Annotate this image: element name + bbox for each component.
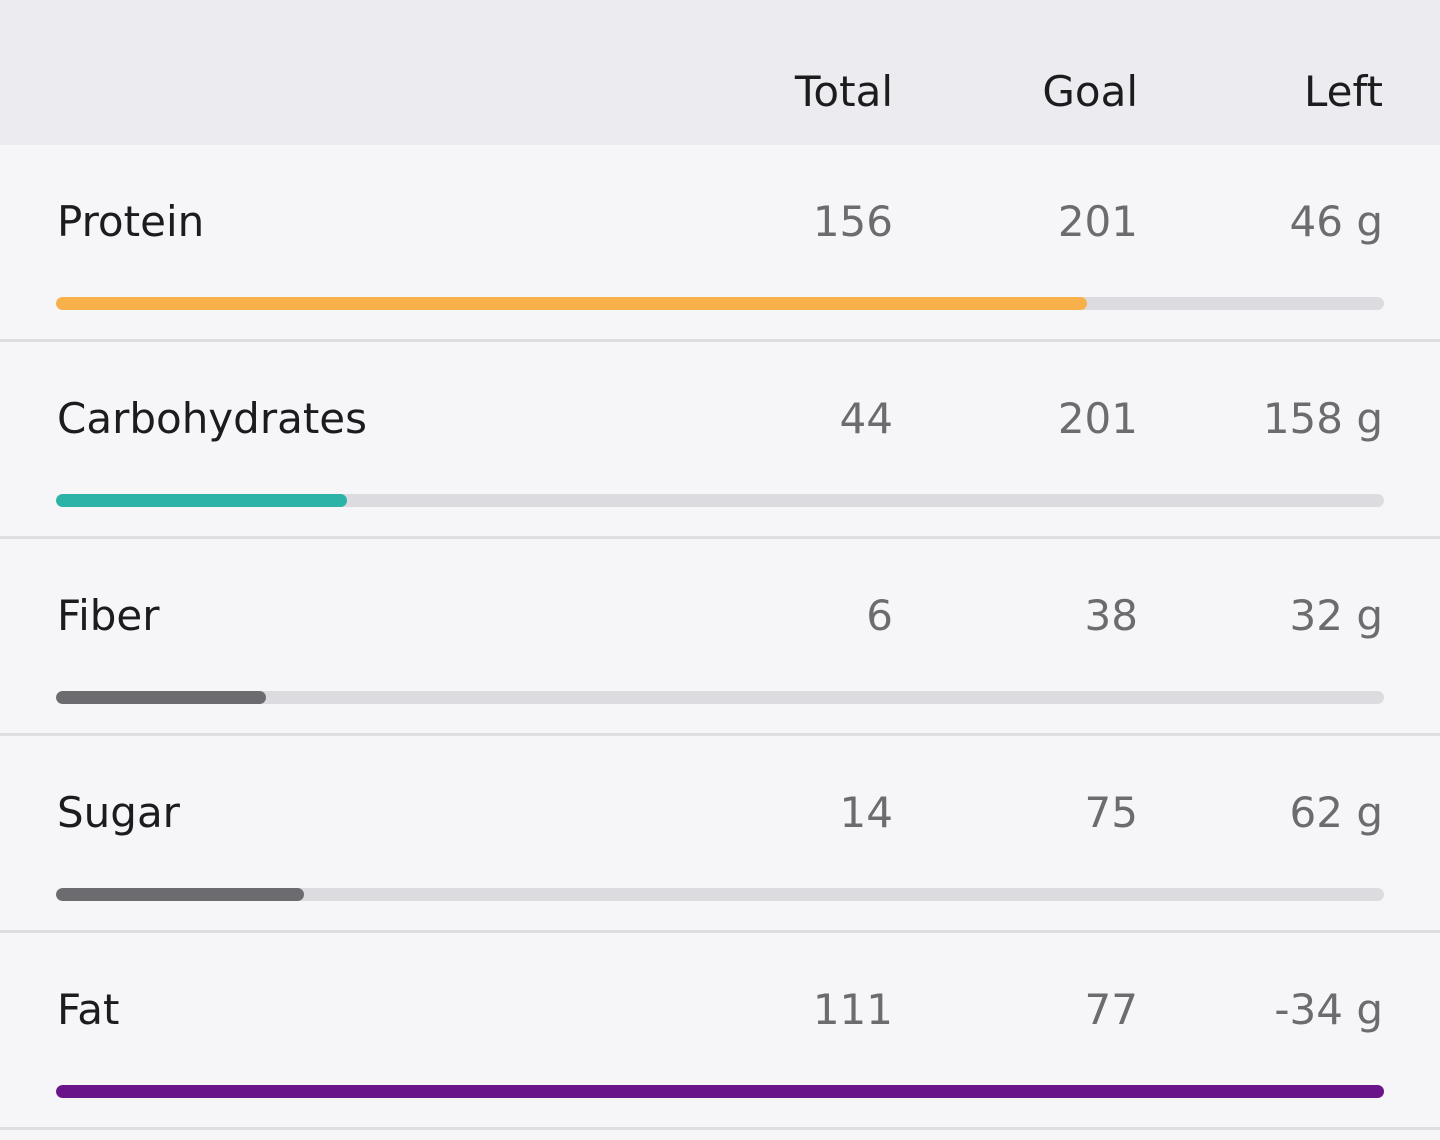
nutrient-name: Fat (57, 985, 120, 1034)
nutrient-goal: 201 (1057, 394, 1138, 443)
progress-fill (56, 297, 1087, 310)
column-header: Left (1303, 67, 1383, 116)
nutrient-name: Protein (57, 197, 205, 246)
nutrient-goal: 77 (1084, 985, 1138, 1034)
nutrient-name: Carbohydrates (57, 394, 368, 443)
progress-track (56, 691, 1384, 704)
nutrient-goal: 201 (1057, 197, 1138, 246)
nutrient-total: 44 (839, 394, 893, 443)
nutrient-row: Fat 111 77 -34 g (0, 933, 1440, 1130)
progress-fill (56, 888, 304, 901)
progress-fill (56, 494, 347, 507)
nutrient-row: Fiber 6 38 32 g (0, 539, 1440, 736)
nutrient-left: 158 g (1262, 394, 1383, 443)
nutrient-goal: 38 (1084, 591, 1138, 640)
nutrient-left: -34 g (1274, 985, 1383, 1034)
progress-track (56, 494, 1384, 507)
nutrient-total: 111 (812, 985, 893, 1034)
progress-track (56, 1085, 1384, 1098)
nutrient-row: Sugar 14 75 62 g (0, 736, 1440, 933)
column-header: Total (794, 67, 893, 116)
nutrient-left: 46 g (1289, 197, 1383, 246)
progress-fill (56, 1085, 1384, 1098)
nutrient-row: Carbohydrates 44 201 158 g (0, 342, 1440, 539)
progress-fill (56, 691, 266, 704)
nutrient-total: 14 (839, 788, 893, 837)
nutrient-total: 6 (866, 591, 893, 640)
progress-track (56, 297, 1384, 310)
nutrient-name: Sugar (57, 788, 180, 837)
nutrient-left: 32 g (1289, 591, 1383, 640)
nutrient-left: 62 g (1289, 788, 1383, 837)
column-header: Goal (1042, 67, 1138, 116)
table-header: Total Goal Left (0, 0, 1440, 145)
nutrient-row: Protein 156 201 46 g (0, 145, 1440, 342)
nutrient-name: Fiber (57, 591, 160, 640)
nutrient-total: 156 (812, 197, 893, 246)
progress-track (56, 888, 1384, 901)
nutrient-goal: 75 (1084, 788, 1138, 837)
